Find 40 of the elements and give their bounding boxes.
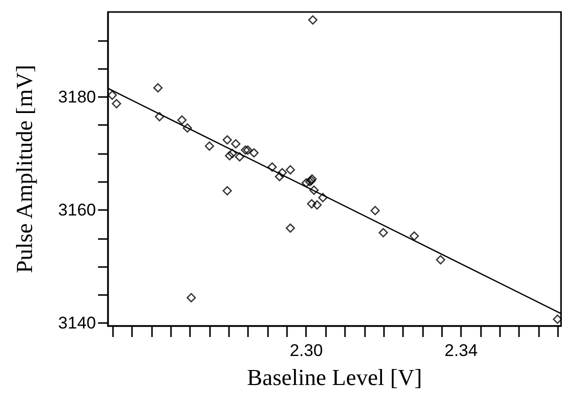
point [243,145,252,155]
point [308,15,318,25]
x-axis-title: Baseline Level [V] [247,365,422,390]
y-tick-label: 3140 [58,314,96,333]
point [318,192,328,202]
point [240,145,250,155]
point [249,148,259,158]
point [552,314,562,324]
point [268,162,277,172]
point [154,112,164,122]
x-tick-label: 2.34 [444,341,478,360]
point [312,200,322,210]
point [302,178,311,188]
point [307,199,316,208]
point [186,293,196,302]
point [112,99,122,108]
point [222,135,232,145]
y-axis-title: Pulse Amplitude [mV] [12,64,37,274]
point [234,152,244,162]
point [309,186,319,195]
point [410,231,419,241]
point [378,228,388,238]
point [224,151,234,160]
point [436,255,446,264]
point [231,139,240,148]
point [286,165,296,174]
x-tick-label: 2.30 [290,341,323,360]
point [278,168,287,178]
point [204,141,214,151]
y-tick-label: 3160 [58,200,96,220]
point [286,223,296,233]
point [274,172,284,182]
point [177,115,187,125]
point [153,83,163,92]
y-tick-label: 3180 [58,87,96,106]
point [182,123,192,133]
point [370,206,380,216]
point [222,186,232,196]
point [108,90,117,100]
point [228,148,237,158]
